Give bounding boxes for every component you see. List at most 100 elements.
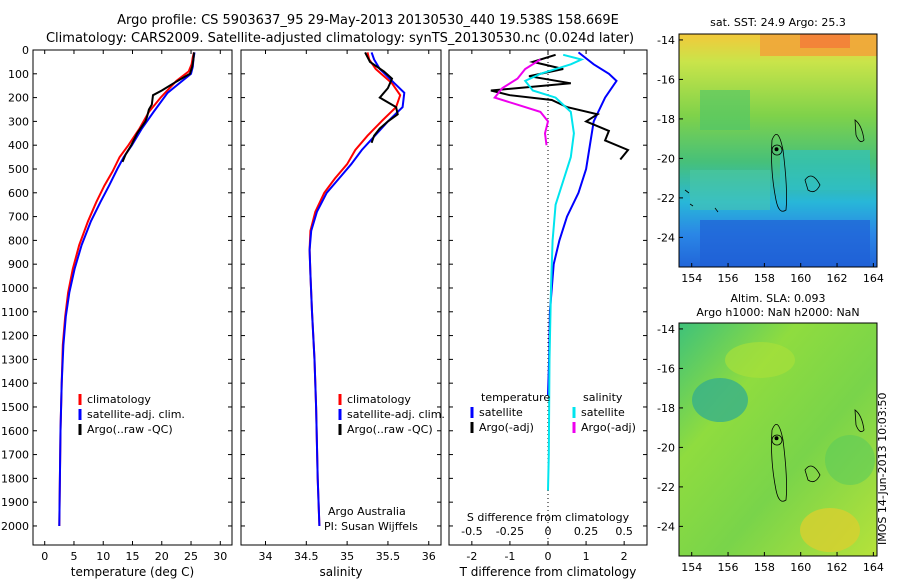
map-y-tick-label: -14: [657, 323, 675, 336]
map-x-tick-label: 158: [754, 272, 775, 285]
x-tick-label: 30: [213, 550, 227, 563]
x-tick-label: 20: [155, 550, 169, 563]
map-x-tick-label: 160: [790, 272, 811, 285]
legend-entry: satellite-adj. clim.: [87, 408, 185, 421]
x-tick-label: -1: [504, 550, 515, 563]
map-y-tick-label: -20: [657, 441, 675, 454]
legend-entry: satellite: [479, 406, 523, 419]
depth-tick-label: 0: [22, 44, 29, 57]
map-x-tick-label: 156: [718, 272, 739, 285]
depth-tick-label: 100: [8, 68, 29, 81]
x-tick-label: 35: [340, 550, 354, 563]
series-satellite-line: [308, 52, 406, 527]
x-tick-label: -2: [466, 550, 477, 563]
plot-frame: [32, 49, 233, 546]
s-tick-label: 0: [545, 525, 552, 538]
legend-entry: satellite-adj. clim.: [347, 408, 445, 421]
legend-entry: Argo(..raw -QC): [347, 423, 433, 436]
series-satellite-line: [58, 52, 196, 527]
map-x-tick-label: 154: [681, 561, 702, 574]
x-tick-label: 34: [258, 550, 272, 563]
depth-tick-label: 1800: [1, 472, 29, 485]
sst-map: sat. SST: 24.9 Argo: 25.3 154 156 158 160 16…: [657, 16, 884, 285]
depth-tick-label: 700: [8, 211, 29, 224]
depth-tick-label: 1500: [1, 401, 29, 414]
map-x-tick-label: 156: [718, 561, 739, 574]
depth-tick-label: 1100: [1, 306, 29, 319]
legend-title: temperature: [481, 391, 550, 404]
map-y-tick-label: -16: [657, 73, 675, 86]
series-climatology-line: [58, 52, 195, 527]
legend-title: salinity: [583, 391, 623, 404]
map-y-tick-label: -24: [657, 231, 675, 244]
map-y-tick-label: -22: [657, 192, 675, 205]
argo-position-marker: [774, 147, 779, 152]
title-line-1: Argo profile: CS 5903637_95 29-May-2013 …: [117, 13, 619, 28]
legend-entry: Argo(-adj): [479, 421, 534, 434]
depth-tick-label: 2000: [1, 520, 29, 533]
x-tick-label: 1: [583, 550, 590, 563]
map-y-tick-label: -24: [657, 520, 675, 533]
annotation-line: Argo Australia: [328, 505, 406, 518]
series-argo-line: [364, 51, 399, 144]
s-tick-label: -0.5: [461, 525, 482, 538]
x-axis-label: T difference from climatology: [459, 565, 637, 579]
s-tick-label: -0.25: [496, 525, 524, 538]
depth-tick-label: 1200: [1, 330, 29, 343]
sla-map-subtitle: Argo h1000: NaN h2000: NaN: [696, 306, 859, 319]
series-s-satellite-line: [523, 53, 585, 491]
map-x-tick-label: 162: [827, 561, 848, 574]
salinity-panel: 34 34.5 35 35.5 36 salinity climatology satelli…: [240, 49, 445, 579]
x-tick-label: 5: [70, 550, 77, 563]
x-axis-label: temperature (deg C): [71, 565, 194, 579]
map-y-tick-label: -22: [657, 481, 675, 494]
depth-tick-label: 1900: [1, 496, 29, 509]
map-x-tick-label: 162: [827, 272, 848, 285]
legend-entry: climatology: [347, 393, 411, 406]
legend-entry: climatology: [87, 393, 151, 406]
x-tick-label: 35.5: [376, 550, 401, 563]
map-x-tick-label: 154: [681, 272, 702, 285]
map-x-tick-label: 164: [863, 561, 884, 574]
x-tick-label: 36: [422, 550, 436, 563]
x-tick-label: 2: [621, 550, 628, 563]
map-y-tick-label: -18: [657, 113, 675, 126]
sla-map-title: Altim. SLA: 0.093: [730, 292, 825, 305]
depth-tick-label: 1400: [1, 377, 29, 390]
series-argo-line: [121, 52, 195, 163]
map-y-tick-label: -16: [657, 362, 675, 375]
s-tick-label: 0.5: [615, 525, 633, 538]
depth-tick-label: 1600: [1, 425, 29, 438]
depth-tick-label: 800: [8, 234, 29, 247]
legend-entry: Argo(-adj): [581, 421, 636, 434]
x-tick-label: 25: [184, 550, 198, 563]
imos-timestamp: IMOS 14-Jun-2013 10:03:50: [876, 392, 889, 545]
depth-tick-label: 600: [8, 187, 29, 200]
difference-panel: -2 -1 0 1 2 T difference from climatology -0.5…: [448, 49, 648, 579]
depth-tick-label: 900: [8, 258, 29, 271]
depth-tick-label: 1300: [1, 353, 29, 366]
plot-frame: [240, 49, 442, 546]
depth-tick-label: 500: [8, 163, 29, 176]
x-tick-label: 34.5: [294, 550, 319, 563]
legend-entry: satellite: [581, 406, 625, 419]
depth-tick-label: 300: [8, 115, 29, 128]
sst-map-title: sat. SST: 24.9 Argo: 25.3: [710, 16, 846, 29]
x-tick-label: 0: [41, 550, 48, 563]
argo-position-marker: [774, 436, 779, 441]
temperature-panel: 0100200300400500600700800900100011001200…: [1, 44, 233, 579]
map-x-tick-label: 158: [754, 561, 775, 574]
map-y-tick-label: -14: [657, 34, 675, 47]
map-y-tick-label: -20: [657, 152, 675, 165]
title-line-2: Climatology: CARS2009. Satellite-adjuste…: [46, 31, 634, 46]
s-axis-label: S difference from climatology: [467, 511, 630, 524]
depth-tick-label: 1000: [1, 282, 29, 295]
series-s-argo-line: [493, 58, 550, 146]
x-tick-label: 0: [545, 550, 552, 563]
depth-tick-label: 1700: [1, 449, 29, 462]
legend-entry: Argo(..raw -QC): [87, 423, 173, 436]
s-tick-label: 0.25: [574, 525, 599, 538]
x-tick-label: 10: [96, 550, 110, 563]
map-y-tick-label: -18: [657, 402, 675, 415]
